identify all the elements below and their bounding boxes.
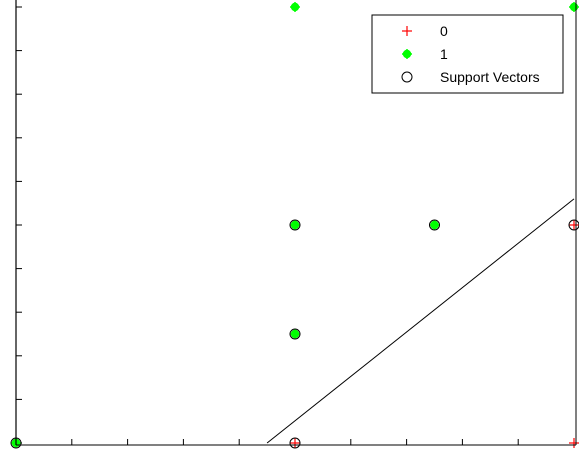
series-1-point-3	[290, 329, 300, 339]
series-1-point-2	[429, 220, 440, 230]
y-axis-ticks	[16, 6, 22, 444]
legend: 0 1 Support Vectors	[371, 14, 564, 94]
series-0-point-0	[290, 438, 300, 448]
legend-marker-support-vectors	[401, 71, 413, 83]
legend-label-1: 1	[440, 46, 448, 62]
legend-marker-1	[402, 49, 412, 59]
legend-label-support-vectors: Support Vectors	[440, 69, 540, 85]
series-support-vectors-point-4	[289, 437, 301, 449]
legend-label-0: 0	[440, 23, 448, 39]
series-support-vectors-point-0	[289, 219, 301, 231]
decision-boundary-layer	[266, 198, 575, 444]
series-support-vectors-point-2	[289, 328, 301, 340]
decision-boundary-line	[266, 198, 575, 444]
series-support-vectors-point-1	[429, 219, 440, 231]
series-support-vectors-point-3	[568, 219, 579, 231]
series-1-point-1	[290, 220, 300, 230]
series-0-point-1	[569, 220, 579, 230]
series-0-point-2	[569, 438, 579, 448]
series-1-point-4	[290, 2, 300, 12]
legend-marker-0	[402, 26, 412, 36]
